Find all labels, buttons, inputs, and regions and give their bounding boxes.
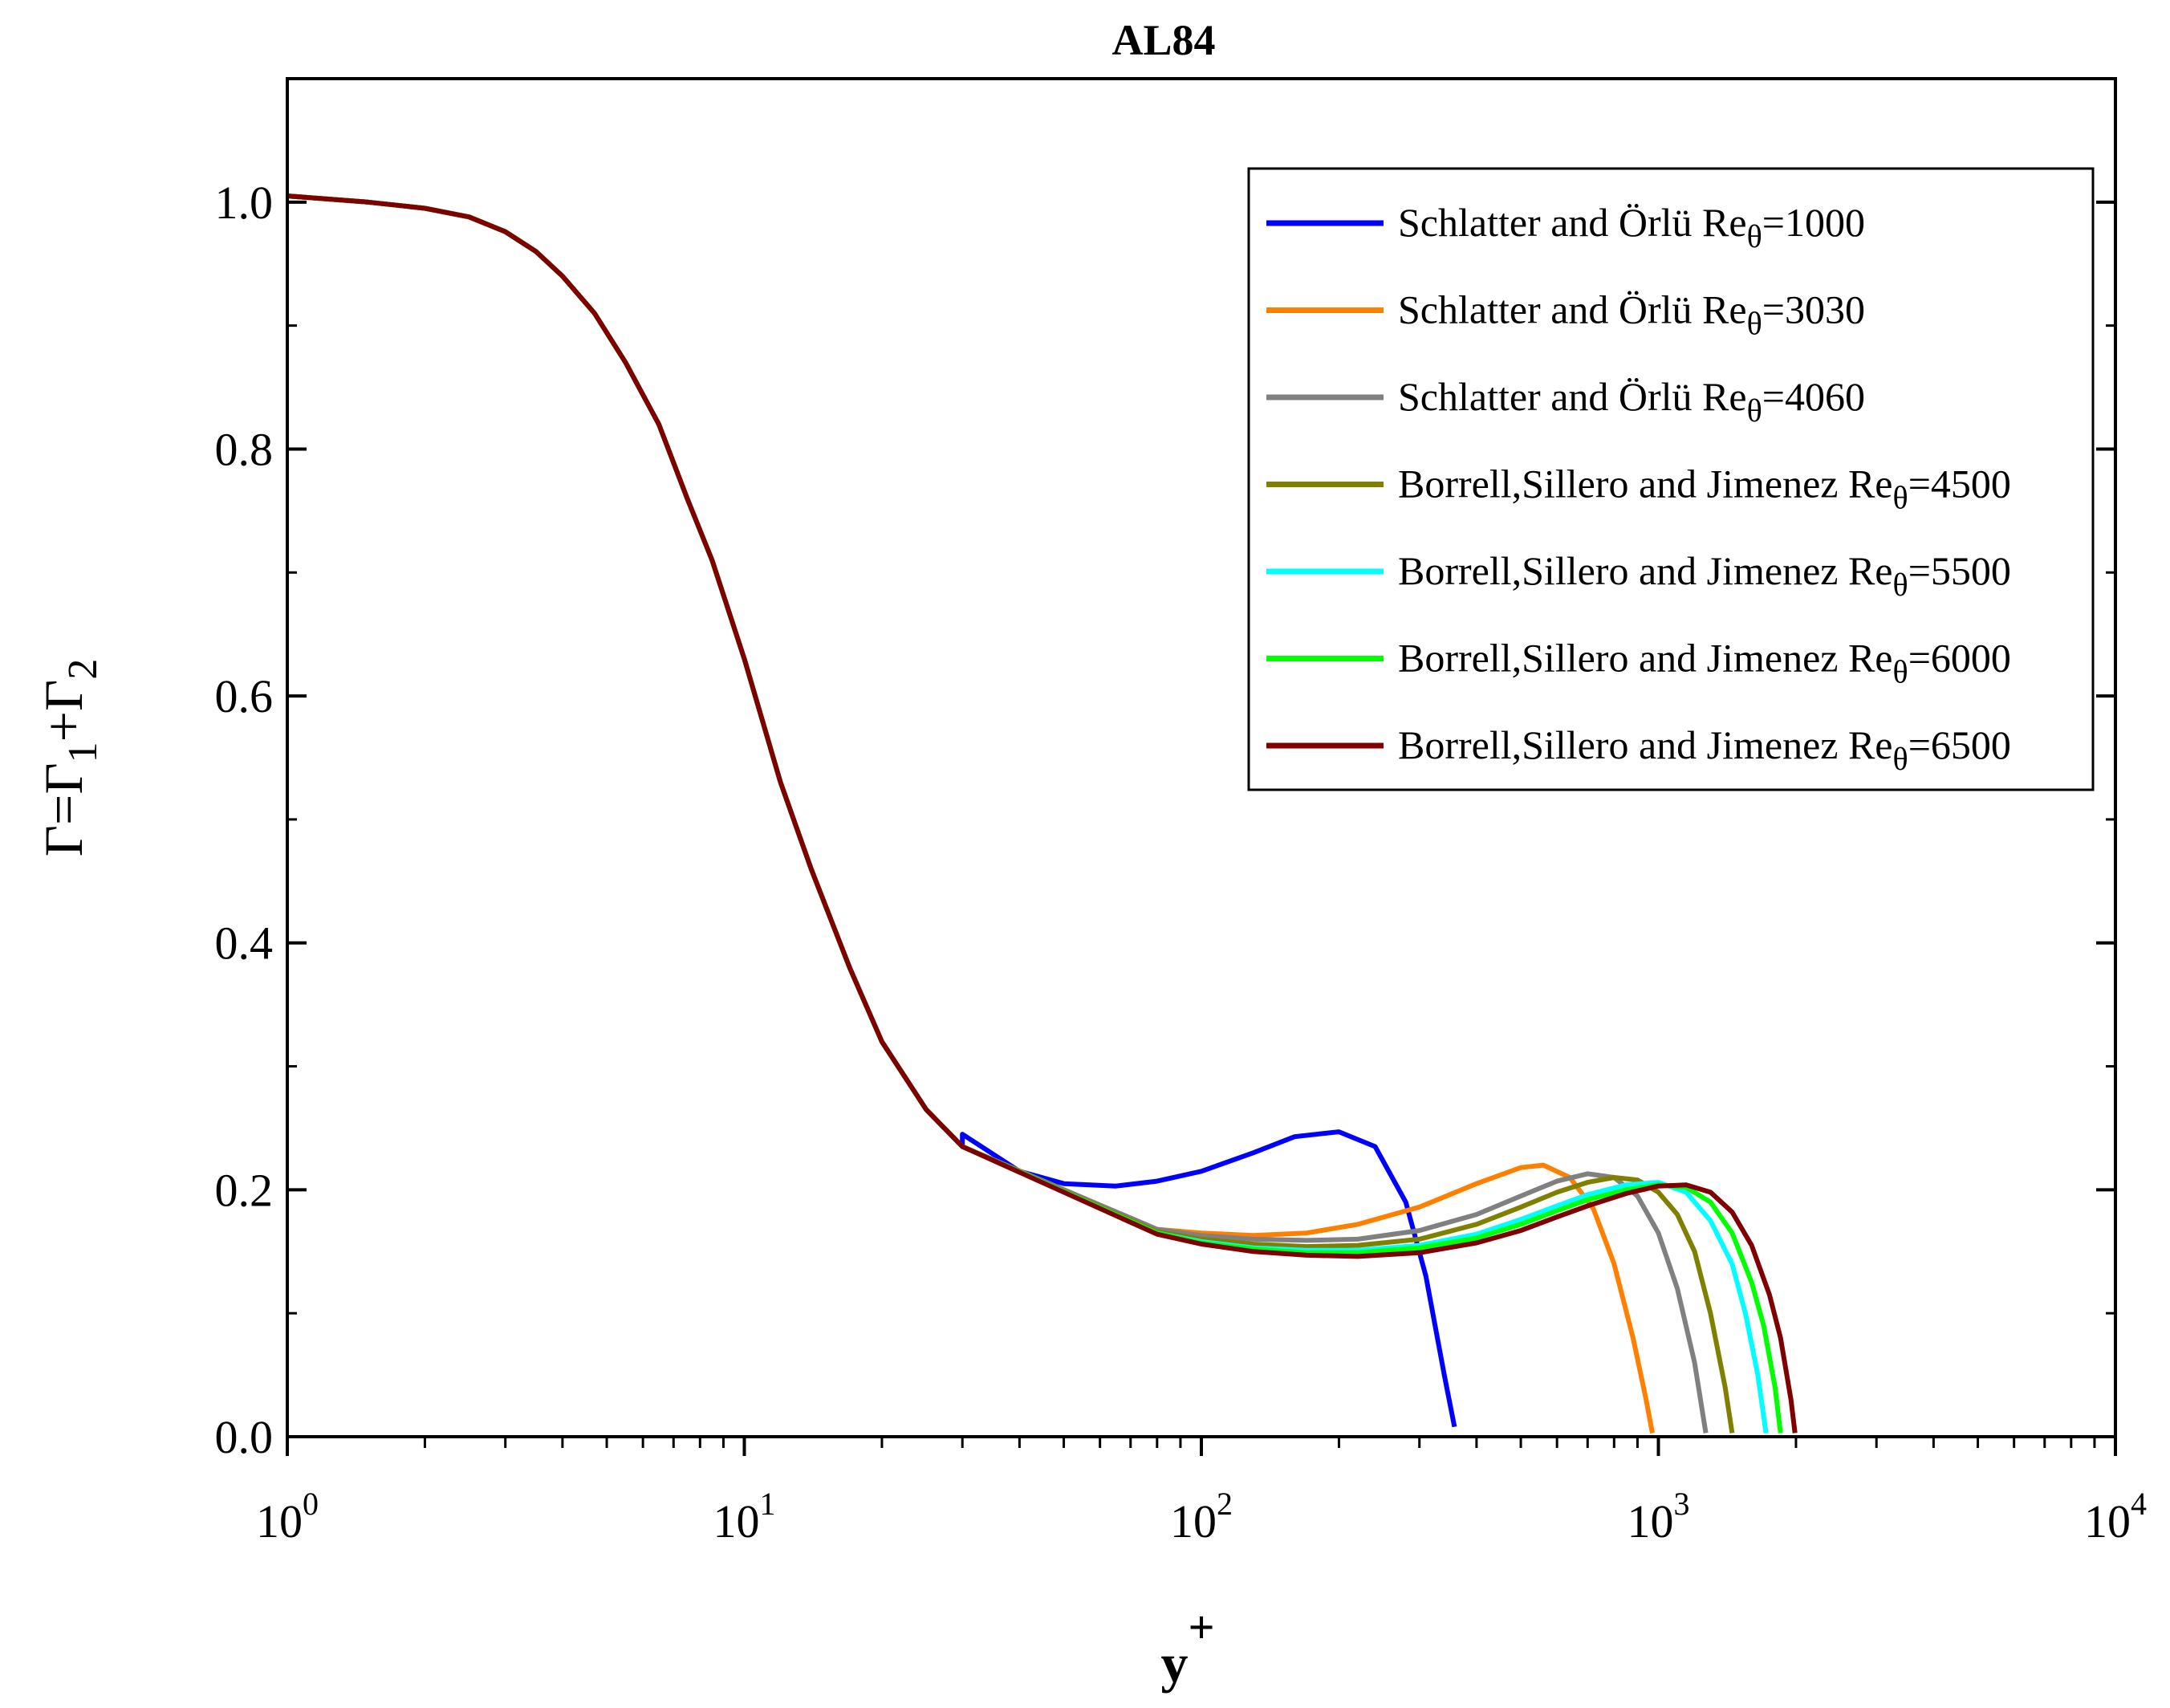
x-tick-label: 103 <box>1628 1486 1690 1547</box>
y-tick-label: 0.6 <box>215 670 274 722</box>
legend-label: Borrell,Sillero and Jimenez Reθ=4500 <box>1398 462 2011 516</box>
x-tick-label: 104 <box>2084 1486 2147 1547</box>
x-axis-title-base: y <box>1160 1633 1188 1694</box>
axis-ticks: 0.0 0.2 0.4 0.6 0.8 1.0 100 101 102 103 104 <box>215 77 2147 1547</box>
chart-title: AL84 <box>1111 16 1215 64</box>
legend-label: Borrell,Sillero and Jimenez Reθ=6000 <box>1398 636 2011 690</box>
legend-label: Borrell,Sillero and Jimenez Reθ=6500 <box>1398 722 2011 777</box>
x-tick-label: 100 <box>256 1486 319 1547</box>
y-tick-label: 0.4 <box>215 917 274 970</box>
legend-box <box>1247 167 2095 791</box>
y-axis-title: Γ=Γ1+Γ2 <box>33 659 106 857</box>
series-line-7 <box>286 193 1798 1434</box>
y-axis-title-sub2: 2 <box>60 659 106 680</box>
x-tick-label: 102 <box>1170 1486 1233 1547</box>
x-tick-label: 101 <box>713 1486 776 1547</box>
legend-label: Schlatter and Örlü Reθ=3030 <box>1398 287 1865 342</box>
legend-label: Schlatter and Örlü Reθ=1000 <box>1398 200 1865 254</box>
legend-label: Borrell,Sillero and Jimenez Reθ=5500 <box>1398 548 2011 603</box>
y-tick-label: 1.0 <box>215 177 274 229</box>
x-axis-title-sup: + <box>1188 1601 1214 1653</box>
y-axis-title-part2: +Γ <box>33 680 94 742</box>
y-axis-title-sub1: 1 <box>60 742 106 762</box>
y-tick-label: 0.2 <box>215 1164 274 1216</box>
x-axis-title: y+ <box>1160 1601 1214 1694</box>
legend: Schlatter and Örlü Reθ=1000 Schlatter and… <box>1247 167 2095 791</box>
y-tick-label: 0.0 <box>215 1411 274 1463</box>
y-tick-label: 0.8 <box>215 423 274 475</box>
y-axis-title-part1: Γ=Γ <box>33 762 94 856</box>
legend-label: Schlatter and Örlü Reθ=4060 <box>1398 374 1865 429</box>
plot-area <box>286 193 1798 1434</box>
